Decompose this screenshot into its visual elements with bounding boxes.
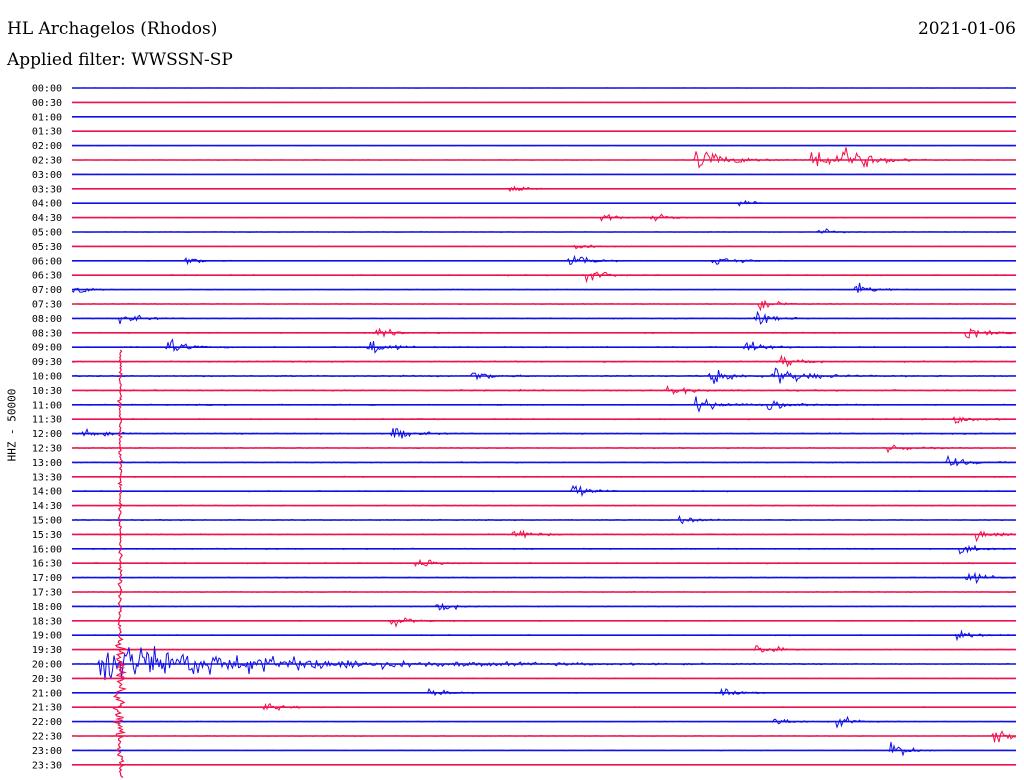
seismic-trace-2000 — [71, 646, 1016, 681]
row-time-label: 15:00 — [32, 516, 62, 527]
row-time-label: 06:00 — [32, 256, 62, 267]
filter-label: Applied filter: WWSSN-SP — [7, 50, 233, 70]
row-time-label: 21:00 — [32, 688, 62, 699]
seismic-trace-1600 — [71, 544, 1016, 555]
tick-label-group: 00:00 00:30 01:00 01:30 02:00 02:30 03:00 03:30… — [32, 84, 62, 772]
row-time-label: 06:30 — [32, 271, 62, 282]
row-time-label: 16:30 — [32, 559, 62, 570]
row-time-label: 09:00 — [32, 343, 62, 354]
seismic-trace-1530 — [71, 529, 1016, 543]
trace-group — [71, 87, 1016, 778]
date-label: 2021-01-06 — [917, 19, 1016, 39]
row-time-label: 21:30 — [32, 703, 62, 714]
row-time-label: 09:30 — [32, 357, 62, 368]
row-time-label: 18:00 — [32, 602, 62, 613]
row-time-label: 14:00 — [32, 487, 62, 498]
seismic-trace-1300 — [71, 454, 1016, 467]
row-time-label: 22:00 — [32, 717, 62, 728]
row-time-label: 11:00 — [32, 400, 62, 411]
seismic-trace-2300 — [71, 741, 1016, 757]
row-time-label: 12:30 — [32, 444, 62, 455]
row-time-label: 13:30 — [32, 472, 62, 483]
row-time-label: 13:00 — [32, 458, 62, 469]
row-time-label: 07:00 — [32, 285, 62, 296]
row-time-label: 01:30 — [32, 127, 62, 138]
seismic-trace-1130 — [71, 416, 1016, 424]
row-time-label: 12:00 — [32, 429, 62, 440]
row-time-label: 22:30 — [32, 732, 62, 743]
row-time-label: 01:00 — [32, 112, 62, 123]
row-time-label: 19:30 — [32, 645, 62, 656]
row-time-label: 00:30 — [32, 98, 62, 109]
row-time-label: 23:00 — [32, 746, 62, 757]
row-time-label: 20:30 — [32, 674, 62, 685]
row-time-label: 11:30 — [32, 415, 62, 426]
row-time-label: 04:00 — [32, 199, 62, 210]
row-time-label: 00:00 — [32, 84, 62, 95]
row-time-label: 17:00 — [32, 573, 62, 584]
row-time-label: 02:30 — [32, 156, 62, 167]
seismic-trace-0700 — [71, 282, 1016, 294]
row-time-label: 16:00 — [32, 544, 62, 555]
row-time-label: 20:00 — [32, 660, 62, 671]
row-time-label: 04:30 — [32, 213, 62, 224]
row-time-label: 05:30 — [32, 242, 62, 253]
row-time-label: 08:30 — [32, 328, 62, 339]
seismic-trace-0900 — [71, 338, 1016, 354]
row-time-label: 23:30 — [32, 760, 62, 771]
row-time-label: 05:00 — [32, 228, 62, 239]
row-time-label: 17:30 — [32, 588, 62, 599]
station-title: HL Archagelos (Rhodos) — [7, 19, 218, 39]
row-time-label: 10:30 — [32, 386, 62, 397]
seismic-trace-0730 — [71, 299, 1016, 312]
seismic-trace-2100 — [71, 687, 1016, 697]
seismic-trace-1830 — [71, 617, 1016, 628]
row-time-label: 08:00 — [32, 314, 62, 325]
row-time-label: 02:00 — [32, 141, 62, 152]
row-time-label: 15:30 — [32, 530, 62, 541]
row-time-label: 10:00 — [32, 372, 62, 383]
row-time-label: 03:00 — [32, 170, 62, 181]
row-time-label: 18:30 — [32, 616, 62, 627]
seismic-trace-1100 — [71, 396, 1016, 413]
seismic-trace-0230 — [71, 147, 1016, 169]
row-time-label: 07:30 — [32, 300, 62, 311]
large-event-coda — [112, 349, 127, 778]
row-time-label: 14:30 — [32, 501, 62, 512]
seismic-trace-0630 — [71, 271, 1016, 284]
row-time-label: 03:30 — [32, 184, 62, 195]
row-time-label: 19:00 — [32, 631, 62, 642]
